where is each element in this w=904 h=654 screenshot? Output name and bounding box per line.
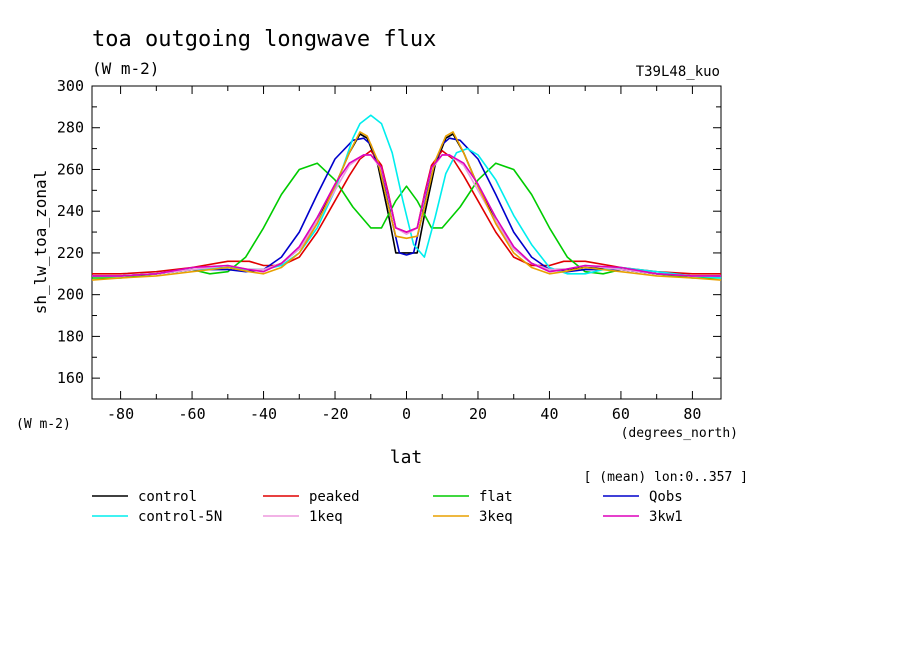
x-tick-label: -60 — [179, 405, 206, 423]
x-axis-label: lat — [390, 447, 423, 468]
legend-label: control-5N — [138, 509, 222, 525]
axis-ticks: -80 -60 -40 -20 0 20 40 60 80 160 180 200 220 240 260 2… — [57, 77, 721, 423]
legend-item: 1keq — [263, 509, 343, 525]
legend-label: 3keq — [479, 509, 513, 525]
x-tick-label: 60 — [612, 405, 630, 423]
x-tick-label: -20 — [321, 405, 348, 423]
legend-item: peaked — [263, 489, 360, 505]
legend-item: Qobs — [603, 489, 683, 505]
y-tick-label: 160 — [57, 369, 84, 387]
x-tick-label: 80 — [683, 405, 701, 423]
experiment-label: T39L48_kuo — [636, 64, 720, 80]
series-group — [91, 114, 722, 281]
legend-item: control-5N — [92, 509, 222, 525]
x-axis-units: (degrees_north) — [621, 426, 738, 441]
y-tick-label: 220 — [57, 244, 84, 262]
y-tick-label: 300 — [57, 77, 84, 95]
legend-label: peaked — [309, 489, 360, 505]
x-tick-label: 0 — [402, 405, 411, 423]
y-tick-label: 200 — [57, 286, 84, 304]
y-tick-label: 240 — [57, 202, 84, 220]
chart-title: toa outgoing longwave flux — [92, 27, 436, 52]
x-tick-label: -80 — [107, 405, 134, 423]
legend-label: 1keq — [309, 509, 343, 525]
y-axis-label: sh_lw_toa_zonal — [31, 170, 50, 315]
series-line-3kw1 — [92, 154, 721, 277]
series-line-3keq — [91, 131, 722, 281]
chart-units: (W m-2) — [92, 59, 159, 78]
chart-subtitle: [ (mean) lon:0..357 ] — [584, 470, 748, 485]
x-tick-label: -40 — [250, 405, 277, 423]
legend-label: Qobs — [649, 489, 683, 505]
x-tick-label: 20 — [469, 405, 487, 423]
legend-item: flat — [433, 489, 513, 505]
y-axis-units: (W m-2) — [16, 417, 71, 432]
y-tick-label: 260 — [57, 160, 84, 178]
series-line-1keq — [92, 154, 721, 277]
legend: control peaked flat Qobs control-5N 1keq 3keq 3… — [92, 489, 683, 525]
legend-label: flat — [479, 489, 513, 505]
x-tick-label: 40 — [540, 405, 558, 423]
y-tick-label: 280 — [57, 119, 84, 137]
legend-item: control — [92, 489, 197, 505]
legend-label: control — [138, 489, 197, 505]
y-tick-label: 180 — [57, 327, 84, 345]
legend-label: 3kw1 — [649, 509, 683, 525]
legend-item: 3kw1 — [603, 509, 683, 525]
legend-item: 3keq — [433, 509, 513, 525]
plot-area: -80 -60 -40 -20 0 20 40 60 80 160 180 200 220 240 260 2… — [57, 77, 722, 423]
plot-frame — [91, 85, 722, 400]
